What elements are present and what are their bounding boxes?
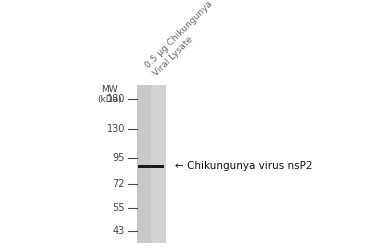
Text: ← Chikungunya virus nsP2: ← Chikungunya virus nsP2	[175, 161, 313, 171]
Bar	[137, 85, 166, 242]
Text: 72: 72	[113, 179, 125, 189]
Text: 95: 95	[113, 153, 125, 163]
Bar	[151, 85, 166, 242]
Text: MW
(kDa): MW (kDa)	[97, 85, 122, 104]
Bar	[138, 165, 164, 168]
Text: 43: 43	[113, 226, 125, 236]
Text: 180: 180	[107, 94, 125, 104]
Text: 55: 55	[113, 204, 125, 214]
Text: 130: 130	[107, 124, 125, 134]
Text: 0.5 μg Chikungunya
Viral Lysate: 0.5 μg Chikungunya Viral Lysate	[144, 0, 222, 78]
